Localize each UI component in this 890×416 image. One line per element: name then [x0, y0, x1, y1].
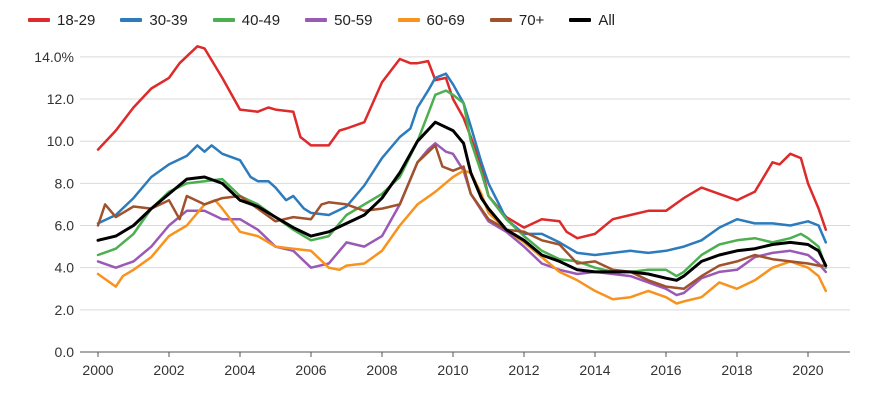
x-tick-label: 2008 [366, 362, 397, 378]
legend-label: 50-59 [334, 11, 373, 29]
legend-item-30-39: 30-39 [120, 11, 188, 29]
legend-label: All [598, 11, 615, 29]
legend-item-18-29: 18-29 [28, 12, 95, 29]
legend-swatch [397, 18, 420, 22]
x-tick-label: 2010 [437, 362, 468, 378]
legend-item-70: 70+ [489, 11, 545, 29]
legend-swatch [28, 18, 50, 22]
y-tick-label: 4.0 [55, 260, 75, 276]
legend-item-all: All [569, 12, 615, 29]
legend-swatch [305, 18, 328, 22]
legend-swatch [489, 18, 512, 22]
series-lines [96, 45, 828, 305]
x-tick-label: 2014 [579, 362, 610, 378]
legend-item-50-59: 50-59 [305, 11, 373, 29]
series-line-all [96, 120, 828, 282]
y-tick-label: 10.0 [47, 133, 74, 149]
y-tick-label: 0.0 [55, 344, 75, 360]
series-line-30-39 [96, 72, 828, 257]
x-tick-label: 2016 [650, 362, 681, 378]
y-axis-tick-labels: 0.0 2.0 4.0 6.0 8.0 10.0 12.0 14.0% [34, 49, 74, 360]
x-tick-label: 2000 [82, 362, 113, 378]
legend-label: 30-39 [149, 11, 188, 29]
legend-swatch [120, 18, 143, 22]
x-tick-label: 2012 [508, 362, 539, 378]
chart-legend: 18-29 30-39 40-49 50-59 60-69 70+ All [28, 9, 640, 31]
y-tick-label: 12.0 [47, 91, 74, 107]
series-line-18-29 [96, 45, 828, 240]
legend-label: 18-29 [57, 11, 96, 29]
legend-swatch [569, 18, 592, 22]
x-axis-tick-labels: 2000 2002 2004 2006 2008 2010 2012 2014 2016 2018… [82, 362, 823, 378]
axes [80, 351, 850, 357]
legend-item-40-49: 40-49 [212, 11, 281, 29]
legend-item-60-69: 60-69 [397, 11, 465, 29]
series-line-60-69 [96, 169, 828, 305]
y-tick-label: 6.0 [55, 218, 75, 234]
y-tick-label: 8.0 [55, 175, 75, 191]
legend-label: 70+ [518, 11, 545, 29]
y-tick-label: 2.0 [55, 302, 75, 318]
x-tick-label: 2002 [153, 362, 184, 378]
x-tick-label: 2006 [295, 362, 326, 378]
x-tick-label: 2004 [224, 362, 255, 378]
series-line-70 [96, 144, 828, 291]
x-tick-label: 2020 [792, 362, 823, 378]
x-tick-label: 2018 [721, 362, 752, 378]
legend-label: 40-49 [241, 11, 281, 29]
legend-label: 60-69 [426, 11, 465, 29]
y-tick-label: 14.0% [34, 49, 74, 65]
legend-swatch [212, 18, 235, 22]
